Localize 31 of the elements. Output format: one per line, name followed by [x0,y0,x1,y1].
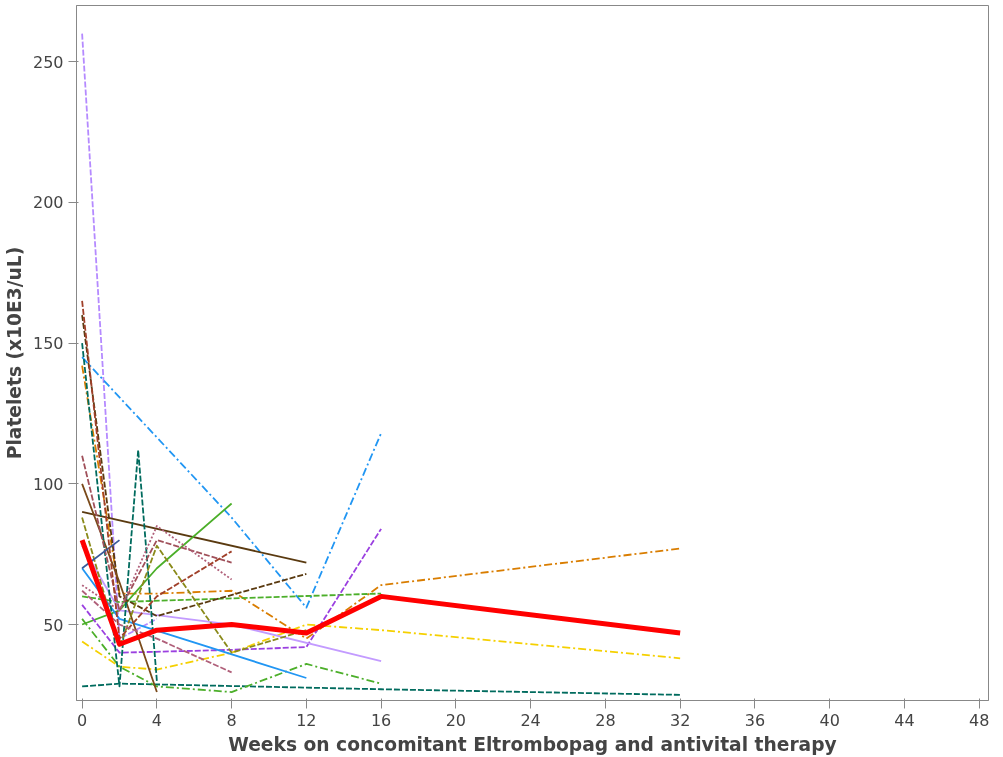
x-tick-label: 16 [370,710,392,730]
y-tick-label: 50 [43,615,64,635]
line-series [81,527,383,654]
x-tick-label: 8 [226,710,237,730]
line-series [81,364,682,640]
y-tick-label: 200 [32,193,64,213]
line-series [81,300,233,640]
x-tick-label: 12 [296,710,317,730]
x-tick-label: 40 [819,710,840,730]
line-series [81,314,308,617]
y-axis-title: Platelets (x10E3/uL) [3,246,25,460]
line-series [81,516,308,654]
x-tick-label: 20 [445,710,467,730]
line-series [81,454,233,612]
x-tick-label: 4 [151,710,162,730]
y-tick-label: 250 [32,52,64,72]
x-tick-label: 36 [744,710,766,730]
line-series [81,544,383,663]
x-tick-label: 32 [669,710,691,730]
x-tick-label: 44 [894,710,915,730]
line-series [81,589,233,674]
x-tick-label: 0 [77,710,88,730]
x-axis-title: Weeks on concomitant Eltrombopag and antivital therapy [228,733,837,755]
line-series [81,356,383,609]
y-tick-label: 150 [32,334,64,354]
line-series [81,525,233,612]
x-tick-label: 24 [520,710,541,730]
x-tick-label: 48 [968,710,990,730]
line-series [81,623,682,671]
y-tick-label: 100 [32,474,64,494]
x-tick-label: 28 [595,710,616,730]
